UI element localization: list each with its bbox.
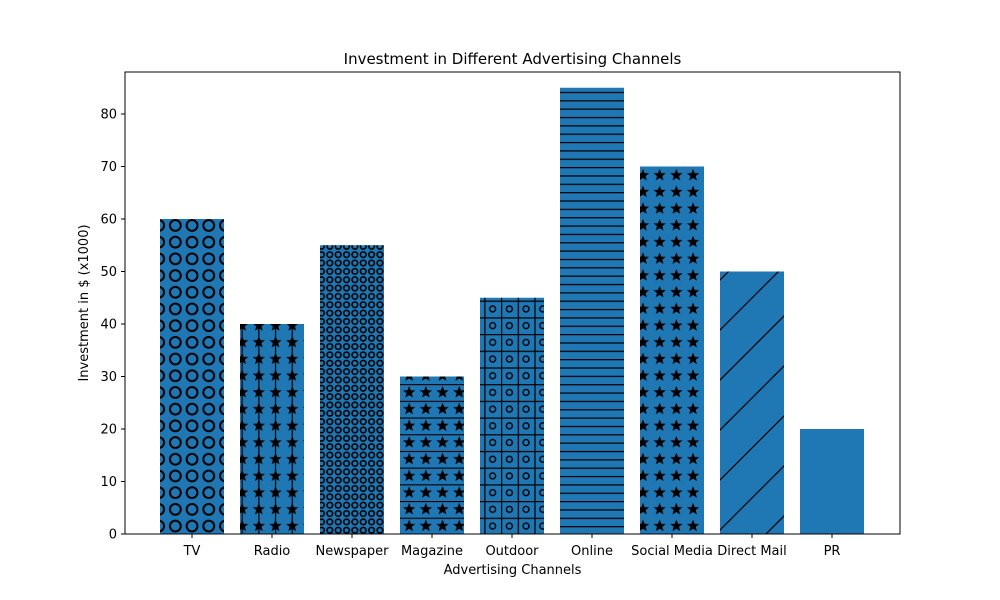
x-tick-label-magazine: Magazine	[401, 544, 463, 559]
chart-title: Investment in Different Advertising Chan…	[344, 50, 682, 68]
bars-group	[160, 87, 864, 534]
y-tick-label-30: 30	[100, 370, 117, 385]
x-axis: TV Radio Newspaper Magazine Outdoor Online Soc…	[183, 534, 841, 559]
bar-social-media-hatch	[640, 166, 704, 534]
x-tick-label-social-media: Social Media	[631, 544, 713, 559]
y-tick-label-40: 40	[100, 318, 117, 333]
y-tick-label-70: 70	[100, 160, 117, 175]
x-tick-label-radio: Radio	[254, 544, 291, 559]
bar-pr	[800, 429, 864, 534]
y-tick-label-10: 10	[100, 475, 117, 490]
x-tick-label-tv: TV	[183, 544, 201, 559]
x-tick-label-online: Online	[571, 544, 613, 559]
bar-radio-hatch	[240, 324, 304, 534]
y-tick-label-50: 50	[100, 265, 117, 280]
bar-outdoor-hatch	[480, 297, 544, 534]
y-tick-label-20: 20	[100, 423, 117, 438]
y-tick-label-0: 0	[109, 528, 117, 543]
x-tick-label-outdoor: Outdoor	[485, 544, 539, 559]
bar-newspaper-hatch	[320, 245, 384, 534]
x-tick-label-newspaper: Newspaper	[316, 544, 390, 559]
x-tick-label-direct-mail: Direct Mail	[717, 544, 786, 559]
y-tick-label-80: 80	[100, 108, 117, 123]
bar-direct-mail-hatch	[720, 271, 784, 534]
y-axis-label: Investment in $ (x1000)	[77, 224, 92, 381]
bar-magazine-hatch	[400, 376, 464, 534]
bar-online-hatch	[560, 87, 624, 534]
plot-frame	[124, 71, 901, 535]
y-tick-label-60: 60	[100, 213, 117, 228]
bar-tv-hatch	[160, 219, 224, 534]
x-axis-label: Advertising Channels	[444, 563, 582, 578]
x-tick-label-pr: PR	[824, 544, 841, 559]
y-axis: 0 10 20 30 40 50 60 70 80	[100, 108, 125, 543]
